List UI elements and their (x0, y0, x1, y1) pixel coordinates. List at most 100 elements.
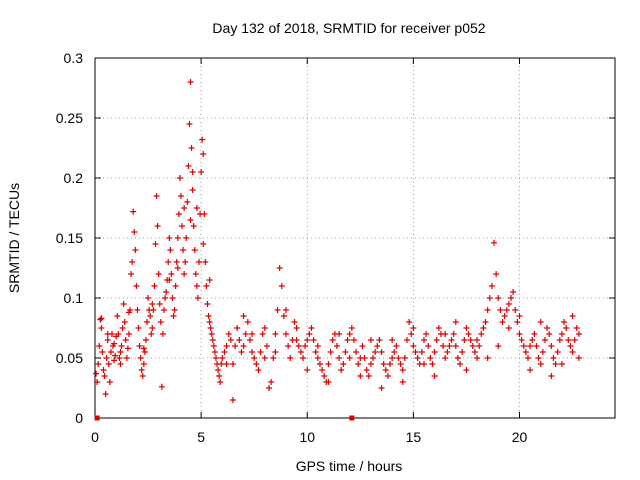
data-point (516, 313, 523, 319)
data-point (122, 337, 129, 343)
data-point (171, 307, 178, 313)
data-point (272, 331, 279, 337)
data-point (187, 217, 194, 223)
data-point (548, 373, 555, 379)
data-point (367, 337, 374, 343)
data-point (480, 325, 487, 331)
data-point (348, 325, 355, 331)
data-point (174, 235, 181, 241)
data-point (280, 313, 287, 319)
y-tick-label: 0 (75, 410, 83, 426)
data-point (99, 349, 106, 355)
data-point (293, 325, 300, 331)
data-point (191, 247, 198, 253)
data-point (219, 355, 226, 361)
data-point (255, 367, 262, 373)
data-point (283, 331, 290, 337)
data-point (361, 355, 368, 361)
data-point (476, 343, 483, 349)
data-point (340, 361, 347, 367)
data-point (268, 379, 275, 385)
data-point (297, 349, 304, 355)
data-point (117, 361, 124, 367)
data-point (117, 349, 124, 355)
data-point (561, 319, 568, 325)
x-tick-label: 10 (299, 429, 315, 445)
data-point (516, 331, 523, 337)
data-point (495, 295, 502, 301)
data-point (205, 313, 212, 319)
data-point (141, 349, 148, 355)
data-point (200, 241, 207, 247)
data-point (471, 349, 478, 355)
data-point (425, 343, 432, 349)
data-point (136, 343, 143, 349)
data-point (499, 319, 506, 325)
data-point (131, 229, 138, 235)
data-point (261, 325, 268, 331)
data-point (452, 343, 459, 349)
data-point (140, 361, 147, 367)
data-point (242, 331, 249, 337)
data-point (259, 331, 266, 337)
data-point (107, 349, 114, 355)
data-point (312, 349, 319, 355)
data-point (152, 241, 159, 247)
data-point (121, 319, 128, 325)
data-point (493, 271, 500, 277)
data-point (175, 211, 182, 217)
data-point (234, 325, 241, 331)
data-point (116, 355, 123, 361)
data-point (103, 355, 110, 361)
data-point (336, 331, 343, 337)
data-point (147, 313, 154, 319)
data-point (142, 337, 149, 343)
data-point (497, 307, 504, 313)
data-point (575, 355, 582, 361)
data-point (229, 397, 236, 403)
data-point (114, 313, 121, 319)
data-point (319, 367, 326, 373)
data-point (207, 325, 214, 331)
data-point (395, 355, 402, 361)
zero-marker (94, 415, 100, 421)
data-point (558, 361, 565, 367)
data-point (501, 313, 508, 319)
data-point (199, 136, 206, 143)
data-point (372, 349, 379, 355)
data-point (529, 337, 536, 343)
data-point (414, 355, 421, 361)
data-point (133, 283, 140, 289)
data-point (198, 169, 205, 175)
data-point (457, 361, 464, 367)
x-tick-label: 15 (406, 429, 422, 445)
data-point (573, 325, 580, 331)
data-point (429, 361, 436, 367)
data-point (431, 373, 438, 379)
data-point (111, 357, 118, 364)
data-point (344, 337, 351, 343)
data-point (295, 343, 302, 349)
data-point (106, 379, 113, 385)
data-point (427, 355, 434, 361)
data-point (227, 337, 234, 343)
data-point (95, 361, 102, 367)
data-point (329, 337, 336, 343)
data-point (433, 337, 440, 343)
data-point (193, 205, 200, 211)
data-point (410, 325, 417, 331)
data-point (200, 151, 207, 157)
data-point (148, 331, 155, 337)
data-point (221, 349, 228, 355)
data-point (206, 319, 213, 325)
data-point (208, 331, 215, 337)
y-axis-label: SRMTID / TECUs (6, 183, 22, 293)
data-point (151, 283, 158, 289)
data-point (548, 343, 555, 349)
data-point (304, 367, 311, 373)
data-point (211, 349, 218, 355)
data-point (544, 325, 551, 331)
data-point (187, 79, 194, 85)
data-point (446, 343, 453, 349)
data-point (465, 331, 472, 337)
